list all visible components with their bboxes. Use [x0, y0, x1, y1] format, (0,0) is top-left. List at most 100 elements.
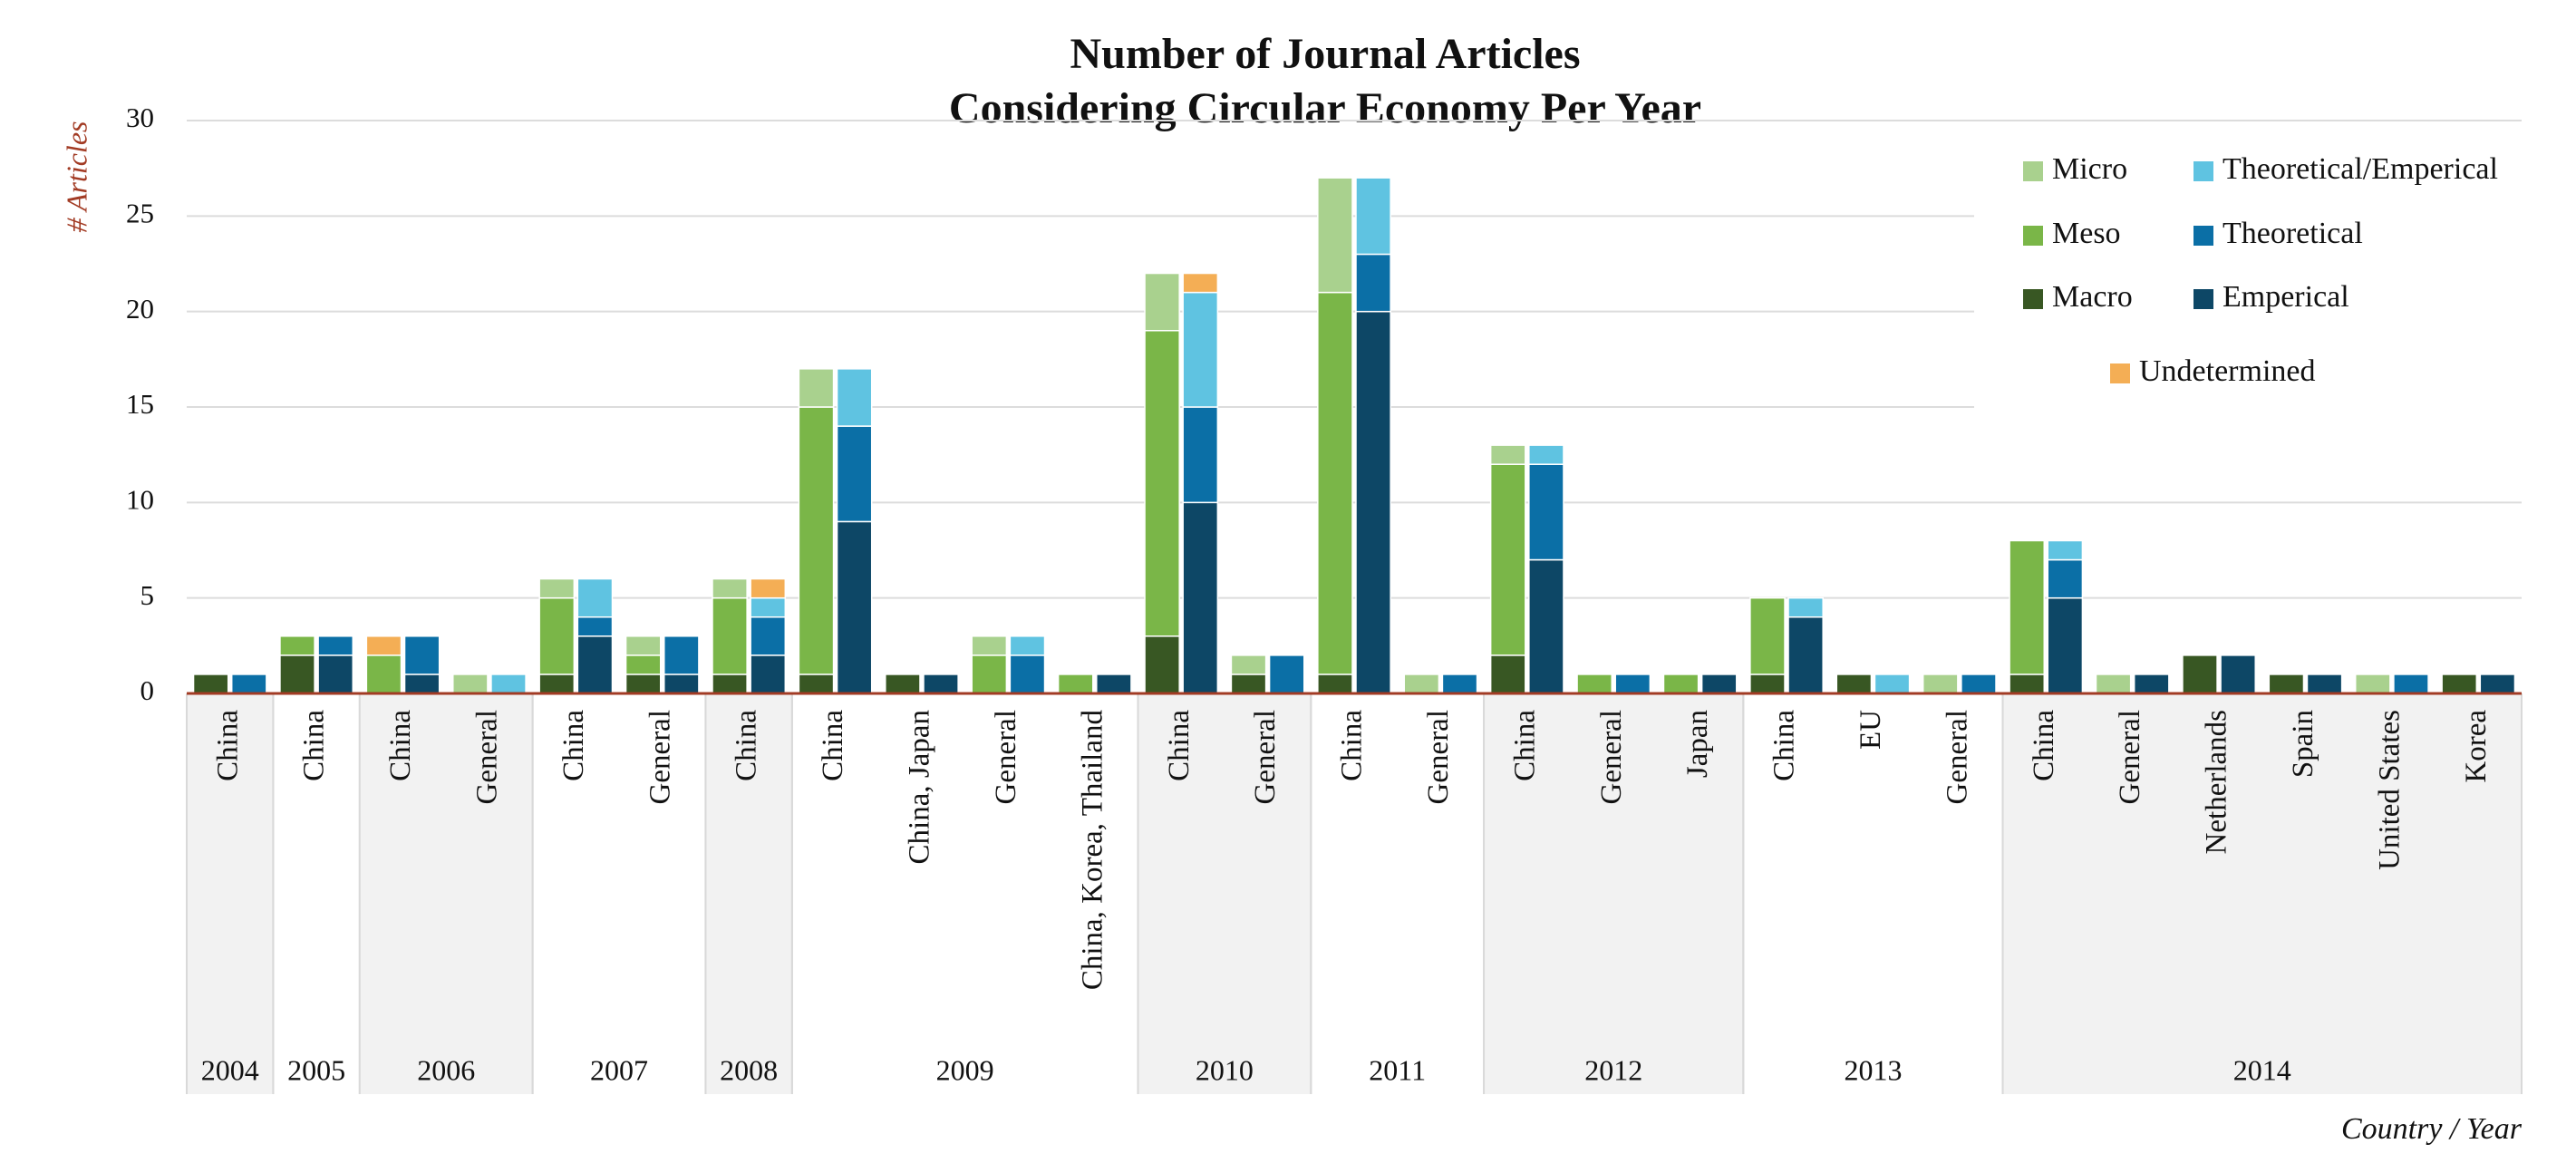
bar-segment	[1614, 674, 1651, 694]
x-tick-label: China	[731, 710, 763, 781]
x-tick-label: China, Korea, Thailand	[1076, 710, 1109, 991]
year-band	[359, 693, 533, 1094]
x-tick-label: General	[990, 710, 1022, 804]
bar-segment	[923, 674, 959, 694]
legend-label: Theoretical/Emperical	[2223, 152, 2498, 186]
chart-title: Considering Circular Economy Per Year	[949, 84, 1701, 132]
bar-segment	[538, 674, 576, 694]
bar-segment	[1489, 463, 1526, 656]
bar-segment	[1874, 674, 1911, 694]
bar-segment	[1096, 674, 1132, 694]
bar-segment	[1144, 272, 1180, 332]
bar-segment	[2095, 674, 2132, 694]
year-band	[705, 693, 792, 1094]
year-label: 2009	[936, 1053, 994, 1086]
bar-segment	[365, 654, 402, 694]
x-tick-label: General	[471, 710, 504, 804]
bar-segment	[317, 654, 354, 694]
bar-segment	[2268, 674, 2305, 694]
bar-segment	[452, 674, 489, 694]
bar-segment	[1144, 329, 1180, 637]
bar-segment	[538, 596, 576, 675]
x-tick-label: China, Japan	[904, 710, 936, 864]
bar-segment	[279, 654, 315, 694]
bar-segment	[798, 368, 835, 408]
x-tick-label: China	[1768, 710, 1801, 781]
x-tick-label: China	[1163, 710, 1196, 781]
bar-segment	[1489, 444, 1526, 465]
legend-swatch	[2193, 289, 2213, 309]
x-tick-label: Japan	[1681, 710, 1714, 778]
year-label: 2012	[1584, 1053, 1642, 1086]
year-label: 2007	[590, 1053, 648, 1086]
year-label: 2004	[201, 1053, 259, 1086]
x-tick-label: China	[298, 710, 331, 781]
bar-segment	[2354, 674, 2391, 694]
bar-segment	[1268, 654, 1305, 694]
bar-segment	[2182, 654, 2218, 694]
bar-segment	[1700, 674, 1738, 694]
bar-segment	[1749, 674, 1786, 694]
x-axis-title: Country / Year	[2341, 1112, 2523, 1146]
x-tick-label: China	[2028, 710, 2060, 781]
x-tick-label: China	[384, 710, 417, 781]
legend-label: Emperical	[2223, 280, 2349, 314]
bar-segment	[1787, 615, 1824, 694]
bar-segment	[2133, 674, 2170, 694]
bar-segment	[836, 425, 873, 523]
bar-segment	[1528, 558, 1564, 694]
bar-segment	[1403, 674, 1440, 694]
bar-segment	[712, 596, 748, 675]
y-tick-label: 30	[126, 102, 154, 133]
year-label: 2006	[417, 1053, 475, 1086]
bar-segment	[625, 654, 662, 675]
bar-segment	[750, 577, 787, 599]
bar-segment	[1182, 501, 1219, 694]
legend-swatch	[2023, 226, 2043, 246]
x-tick-label: China	[1508, 710, 1541, 781]
bar-segment	[490, 674, 527, 694]
bar-segment	[1576, 674, 1612, 694]
x-tick-label: Spain	[2287, 710, 2319, 778]
year-band	[1138, 693, 1312, 1094]
bar-segment	[1787, 596, 1824, 618]
legend-label: Macro	[2052, 280, 2133, 314]
legend-swatch	[2193, 226, 2213, 246]
y-tick-label: 0	[140, 674, 155, 706]
bar-segment	[2393, 674, 2429, 694]
y-tick-label: 20	[126, 293, 154, 325]
bar-segment	[2009, 674, 2046, 694]
legend-background	[1974, 136, 2576, 408]
bar-segment	[1355, 253, 1391, 313]
bar-segment	[798, 674, 835, 694]
bar-segment	[1441, 674, 1478, 694]
x-tick-label: General	[644, 710, 676, 804]
legend-label: Meso	[2052, 217, 2121, 250]
bar-segment	[1317, 291, 1353, 675]
bar-segment	[1662, 674, 1700, 694]
background	[186, 693, 2523, 1094]
bar-segment	[1144, 635, 1180, 694]
bar-segment	[576, 577, 614, 618]
x-tick-label: General	[2114, 710, 2146, 804]
bar-segment	[365, 635, 402, 656]
bar-segment	[403, 674, 441, 694]
bar-segment	[798, 406, 835, 675]
year-label: 2010	[1196, 1053, 1254, 1086]
bar-segment	[1009, 654, 1046, 694]
legend-label: Micro	[2052, 152, 2127, 186]
bar-segment	[576, 615, 614, 637]
x-tick-label: China	[557, 710, 590, 781]
y-tick-label: 15	[126, 388, 154, 420]
bar-segment	[1182, 272, 1219, 294]
bar-segment	[971, 654, 1008, 694]
bar-segment	[2047, 539, 2084, 561]
x-tick-label: China	[817, 710, 849, 781]
bar-segment	[836, 520, 873, 694]
bar-segment	[2009, 539, 2046, 675]
x-tick-label: General	[1941, 710, 1973, 804]
bar-segment	[230, 674, 267, 694]
bar-segment	[663, 674, 700, 694]
bar-segment	[2047, 558, 2084, 599]
